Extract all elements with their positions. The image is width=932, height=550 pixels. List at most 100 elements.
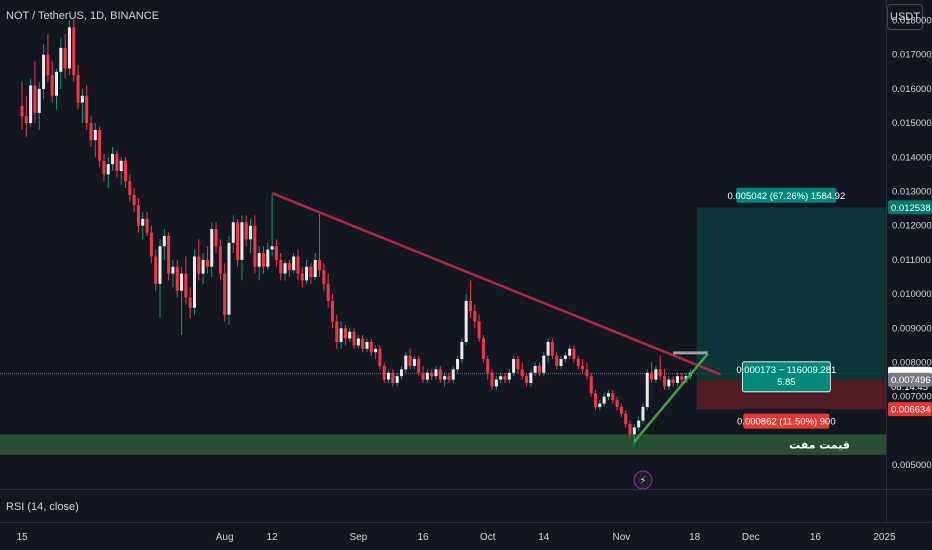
candle (658, 355, 662, 380)
stop-price-label-bg (888, 402, 932, 417)
candle-body (266, 249, 270, 267)
candle-body (451, 369, 455, 380)
candle (572, 345, 576, 363)
candle (680, 372, 684, 383)
candle (339, 321, 343, 349)
candle-body (671, 379, 675, 383)
candle-body (408, 355, 412, 366)
candle (167, 232, 171, 281)
candle (210, 222, 214, 277)
candle (473, 304, 477, 329)
y-tick-label: 0.018000 (892, 16, 932, 27)
candle-body (72, 27, 76, 76)
candle-body (223, 273, 227, 315)
lightning-icon: ⚡ (639, 474, 647, 487)
candle-body (296, 256, 300, 274)
candle (430, 369, 434, 380)
candle (598, 400, 602, 411)
candle (37, 82, 41, 130)
candle-body (443, 376, 447, 380)
candle (158, 239, 162, 319)
candle (343, 324, 347, 346)
candle (348, 328, 352, 342)
candle-body (287, 263, 291, 271)
candle (20, 82, 24, 130)
candle-body (438, 369, 442, 380)
rsi-indicator-label[interactable]: RSI (14, close) (6, 501, 79, 513)
candle-body (412, 359, 416, 366)
candle-body (154, 256, 158, 284)
x-tick-label: 14 (538, 532, 550, 543)
x-tick-label: Nov (612, 532, 630, 543)
target-info-box-text: 0.005042 (67.26%) 1584.92 (727, 191, 845, 202)
candle (132, 188, 136, 213)
candle (576, 355, 580, 370)
candle (378, 345, 382, 370)
candle (54, 68, 59, 110)
y-tick-label: 0.012000 (892, 221, 932, 232)
candle-body (658, 369, 662, 377)
candle (550, 338, 554, 360)
candle-body (244, 222, 248, 240)
candle (318, 212, 322, 277)
candle-body (210, 229, 214, 267)
currency-button[interactable]: USDT (887, 4, 923, 30)
candle-body (533, 365, 537, 373)
candle (650, 362, 654, 383)
candle (499, 372, 503, 383)
candle-body (425, 372, 429, 380)
candle (326, 273, 330, 308)
candle (115, 150, 119, 178)
candle (184, 256, 188, 305)
candle (201, 253, 205, 284)
candle (214, 222, 218, 254)
candle (29, 78, 33, 127)
candle (180, 266, 184, 336)
candle (162, 229, 166, 260)
candle-body (46, 54, 50, 76)
candle (503, 372, 507, 383)
candle (481, 335, 485, 363)
candle-body (611, 393, 615, 401)
candle (175, 259, 179, 298)
x-tick-label: Sep (349, 532, 367, 543)
candles (20, 17, 692, 445)
candle (283, 259, 287, 281)
candle (93, 123, 97, 158)
candle-body (632, 427, 636, 435)
candle (322, 263, 326, 291)
candle-body (348, 331, 352, 339)
time-axis-separator (0, 522, 932, 523)
candle (274, 239, 278, 267)
candle (654, 365, 658, 383)
candle (494, 376, 498, 390)
candle-body (292, 256, 296, 271)
candle (261, 246, 265, 274)
candle-body (227, 242, 231, 315)
y-tick-label: 0.008000 (892, 357, 932, 368)
entry-price-label-bg (888, 372, 932, 387)
candle (305, 259, 309, 284)
candle (33, 61, 37, 124)
candle (585, 362, 589, 380)
countdown-label: 08:14:45 (891, 382, 928, 393)
candle-body (594, 393, 598, 407)
candle (537, 362, 541, 377)
candle (266, 242, 270, 271)
candle-body (37, 88, 41, 113)
pane-separator (0, 489, 932, 490)
candle-body (387, 372, 391, 380)
candle-body (395, 376, 399, 383)
candle (602, 393, 606, 407)
candle-body (326, 283, 330, 301)
candle-body (624, 413, 628, 425)
candle (98, 126, 102, 168)
candle-body (236, 222, 240, 260)
target-info-box-bg (736, 187, 837, 203)
candle-body (447, 376, 451, 380)
axes: 0.018000 0.017000 0.016000 0.015000 0.014000… (16, 16, 931, 543)
candle-body (335, 321, 339, 342)
candle-body (141, 218, 145, 226)
